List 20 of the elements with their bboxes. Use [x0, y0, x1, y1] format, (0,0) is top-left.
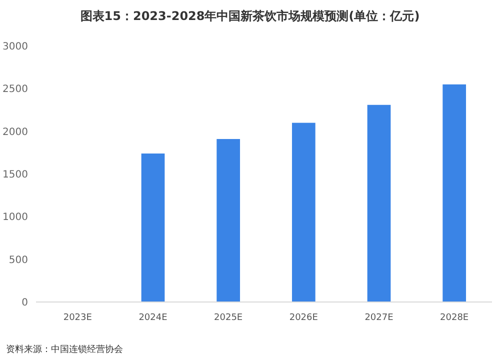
y-tick-label: 1500	[2, 170, 28, 180]
bar	[442, 84, 466, 302]
text: 资料来源：中国连锁经营协会	[6, 344, 123, 355]
chart-title: 图表15：2023-2028年中国新茶饮市场规模预测(单位：亿元)	[80, 9, 420, 23]
bar	[367, 104, 391, 302]
x-tick-label: 2027E	[364, 313, 394, 323]
bar	[216, 139, 240, 302]
x-tick-label: 2026E	[289, 313, 318, 323]
y-tick-label: 1000	[2, 212, 28, 224]
y-tick-label: 2500	[2, 84, 28, 96]
y-tick-label: 500	[8, 254, 28, 266]
x-tick-label: 2025E	[214, 313, 243, 323]
y-tick-label: 0	[22, 298, 28, 308]
bar	[292, 122, 316, 302]
bar	[141, 154, 165, 302]
x-tick-label: 2028E	[440, 313, 469, 323]
x-tick-label: 2024E	[138, 313, 168, 323]
y-tick-label: 2000	[2, 126, 28, 138]
y-tick-label: 3000	[2, 42, 28, 52]
x-tick-label: 2023E	[63, 313, 92, 323]
